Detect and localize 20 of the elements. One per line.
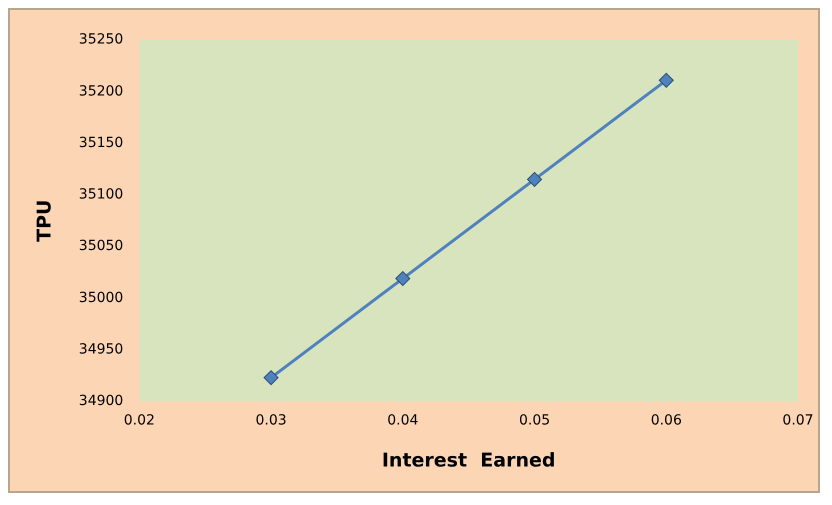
- y-tick-label: 35050: [78, 238, 124, 254]
- y-axis-title: TPU: [33, 200, 56, 242]
- y-tick-label: 35100: [78, 186, 124, 203]
- y-tick-label: 35250: [78, 32, 124, 48]
- x-axis-title: Interest Earned: [382, 450, 556, 472]
- y-tick-label: 35150: [78, 134, 124, 151]
- x-tick-label: 0.04: [387, 412, 418, 428]
- y-tick-label: 34950: [78, 341, 124, 358]
- point: [658, 72, 674, 88]
- y-tick-label: 35000: [78, 290, 124, 306]
- x-tick-label: 0.07: [782, 412, 814, 428]
- point: [395, 271, 410, 286]
- point: [264, 370, 279, 386]
- x-tick-label: 0.06: [650, 412, 682, 428]
- point: [527, 172, 542, 187]
- y-tick-label: 34900: [78, 393, 124, 410]
- y-tick-label: 35200: [78, 83, 124, 100]
- x-tick-label: 0.02: [124, 412, 155, 428]
- x-tick-label: 0.03: [255, 412, 287, 428]
- x-tick-label: 0.05: [518, 412, 550, 428]
